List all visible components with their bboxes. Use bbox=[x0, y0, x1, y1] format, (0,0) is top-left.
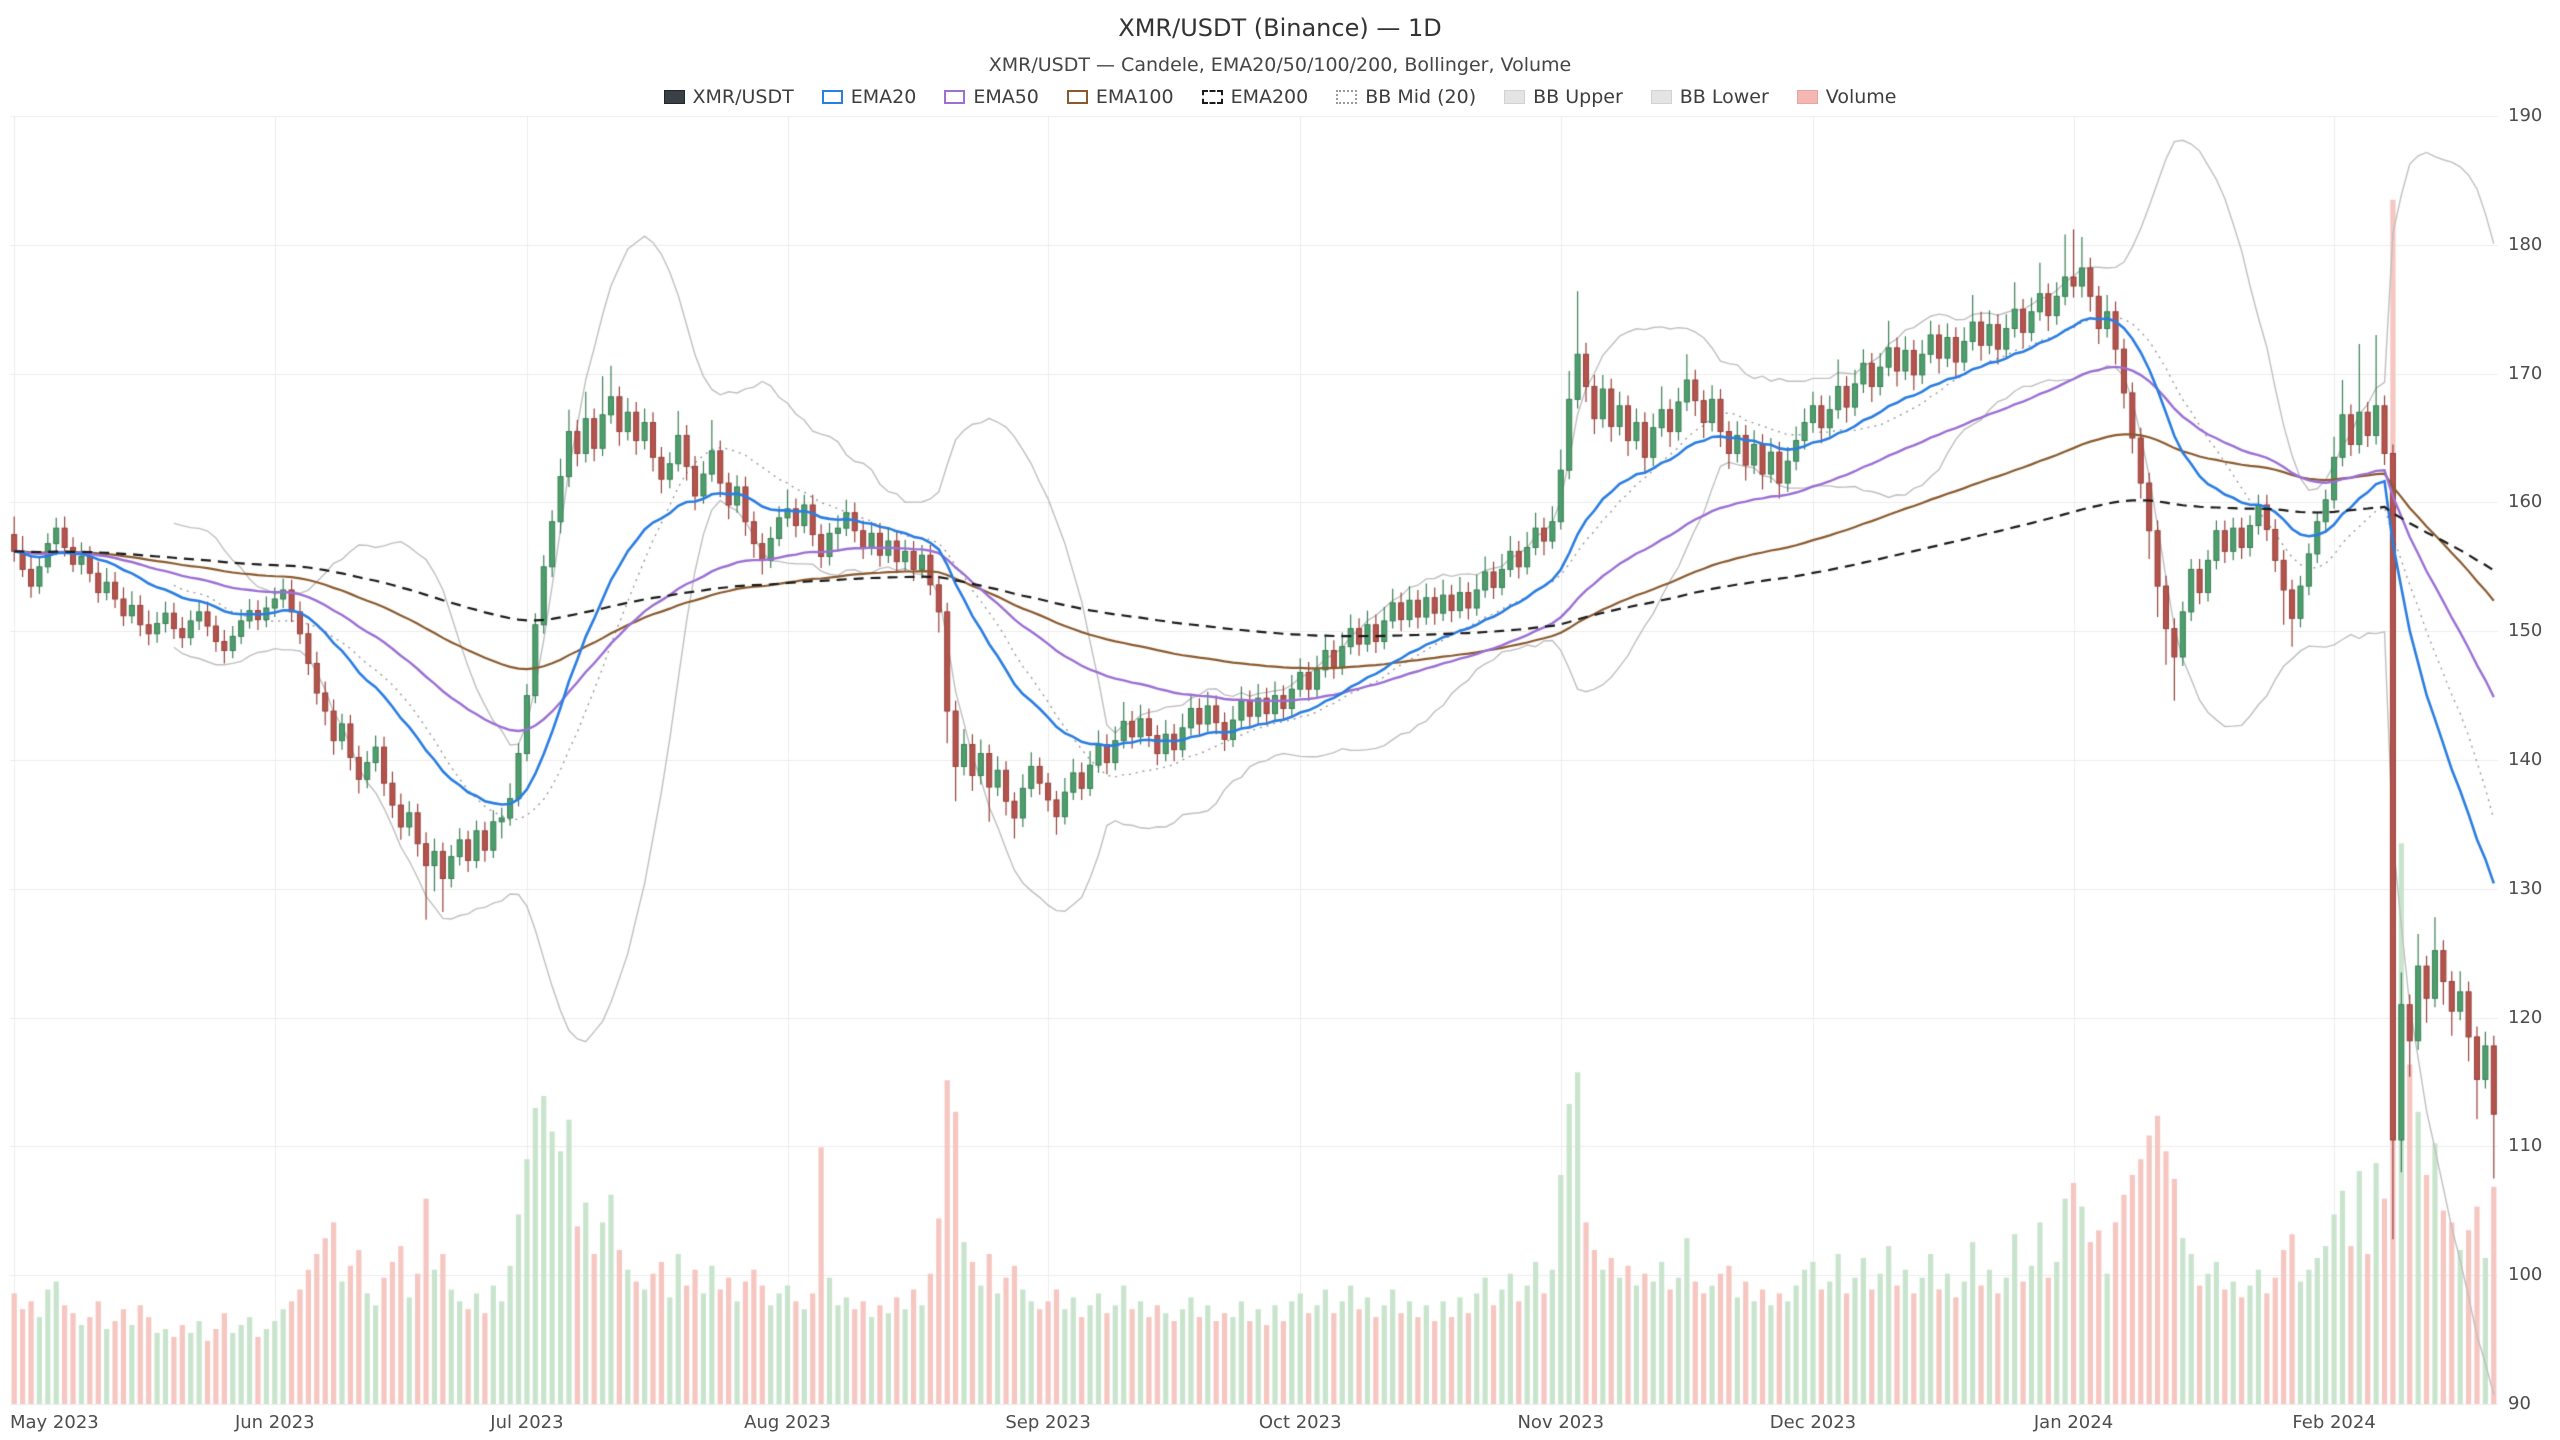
y-axis-tick: 180 bbox=[2508, 233, 2543, 255]
x-axis-tick: Jul 2023 bbox=[490, 1412, 564, 1433]
y-axis-tick: 150 bbox=[2508, 620, 2543, 642]
x-axis-tick: Aug 2023 bbox=[744, 1412, 831, 1433]
y-axis-tick: 110 bbox=[2508, 1135, 2543, 1157]
x-axis-tick: Jun 2023 bbox=[234, 1412, 315, 1433]
y-axis-tick: 130 bbox=[2508, 877, 2543, 899]
y-axis-tick: 160 bbox=[2508, 491, 2543, 513]
x-axis-tick: Dec 2023 bbox=[1769, 1412, 1857, 1433]
y-axis-tick: 100 bbox=[2508, 1264, 2543, 1286]
x-axis-tick: Nov 2023 bbox=[1517, 1412, 1605, 1433]
x-axis-tick: May 2023 bbox=[10, 1412, 99, 1433]
y-axis-tick: 170 bbox=[2508, 362, 2543, 384]
x-axis-tick: Oct 2023 bbox=[1258, 1412, 1342, 1433]
y-axis-tick: 90 bbox=[2508, 1393, 2531, 1414]
y-axis-tick: 120 bbox=[2508, 1006, 2543, 1028]
x-axis-tick: Sep 2023 bbox=[1005, 1412, 1091, 1433]
x-axis-tick: Jan 2024 bbox=[2033, 1412, 2114, 1433]
y-axis-tick: 190 bbox=[2508, 105, 2543, 126]
x-axis-tick: Feb 2024 bbox=[2292, 1412, 2376, 1433]
y-axis-tick: 140 bbox=[2508, 749, 2543, 770]
